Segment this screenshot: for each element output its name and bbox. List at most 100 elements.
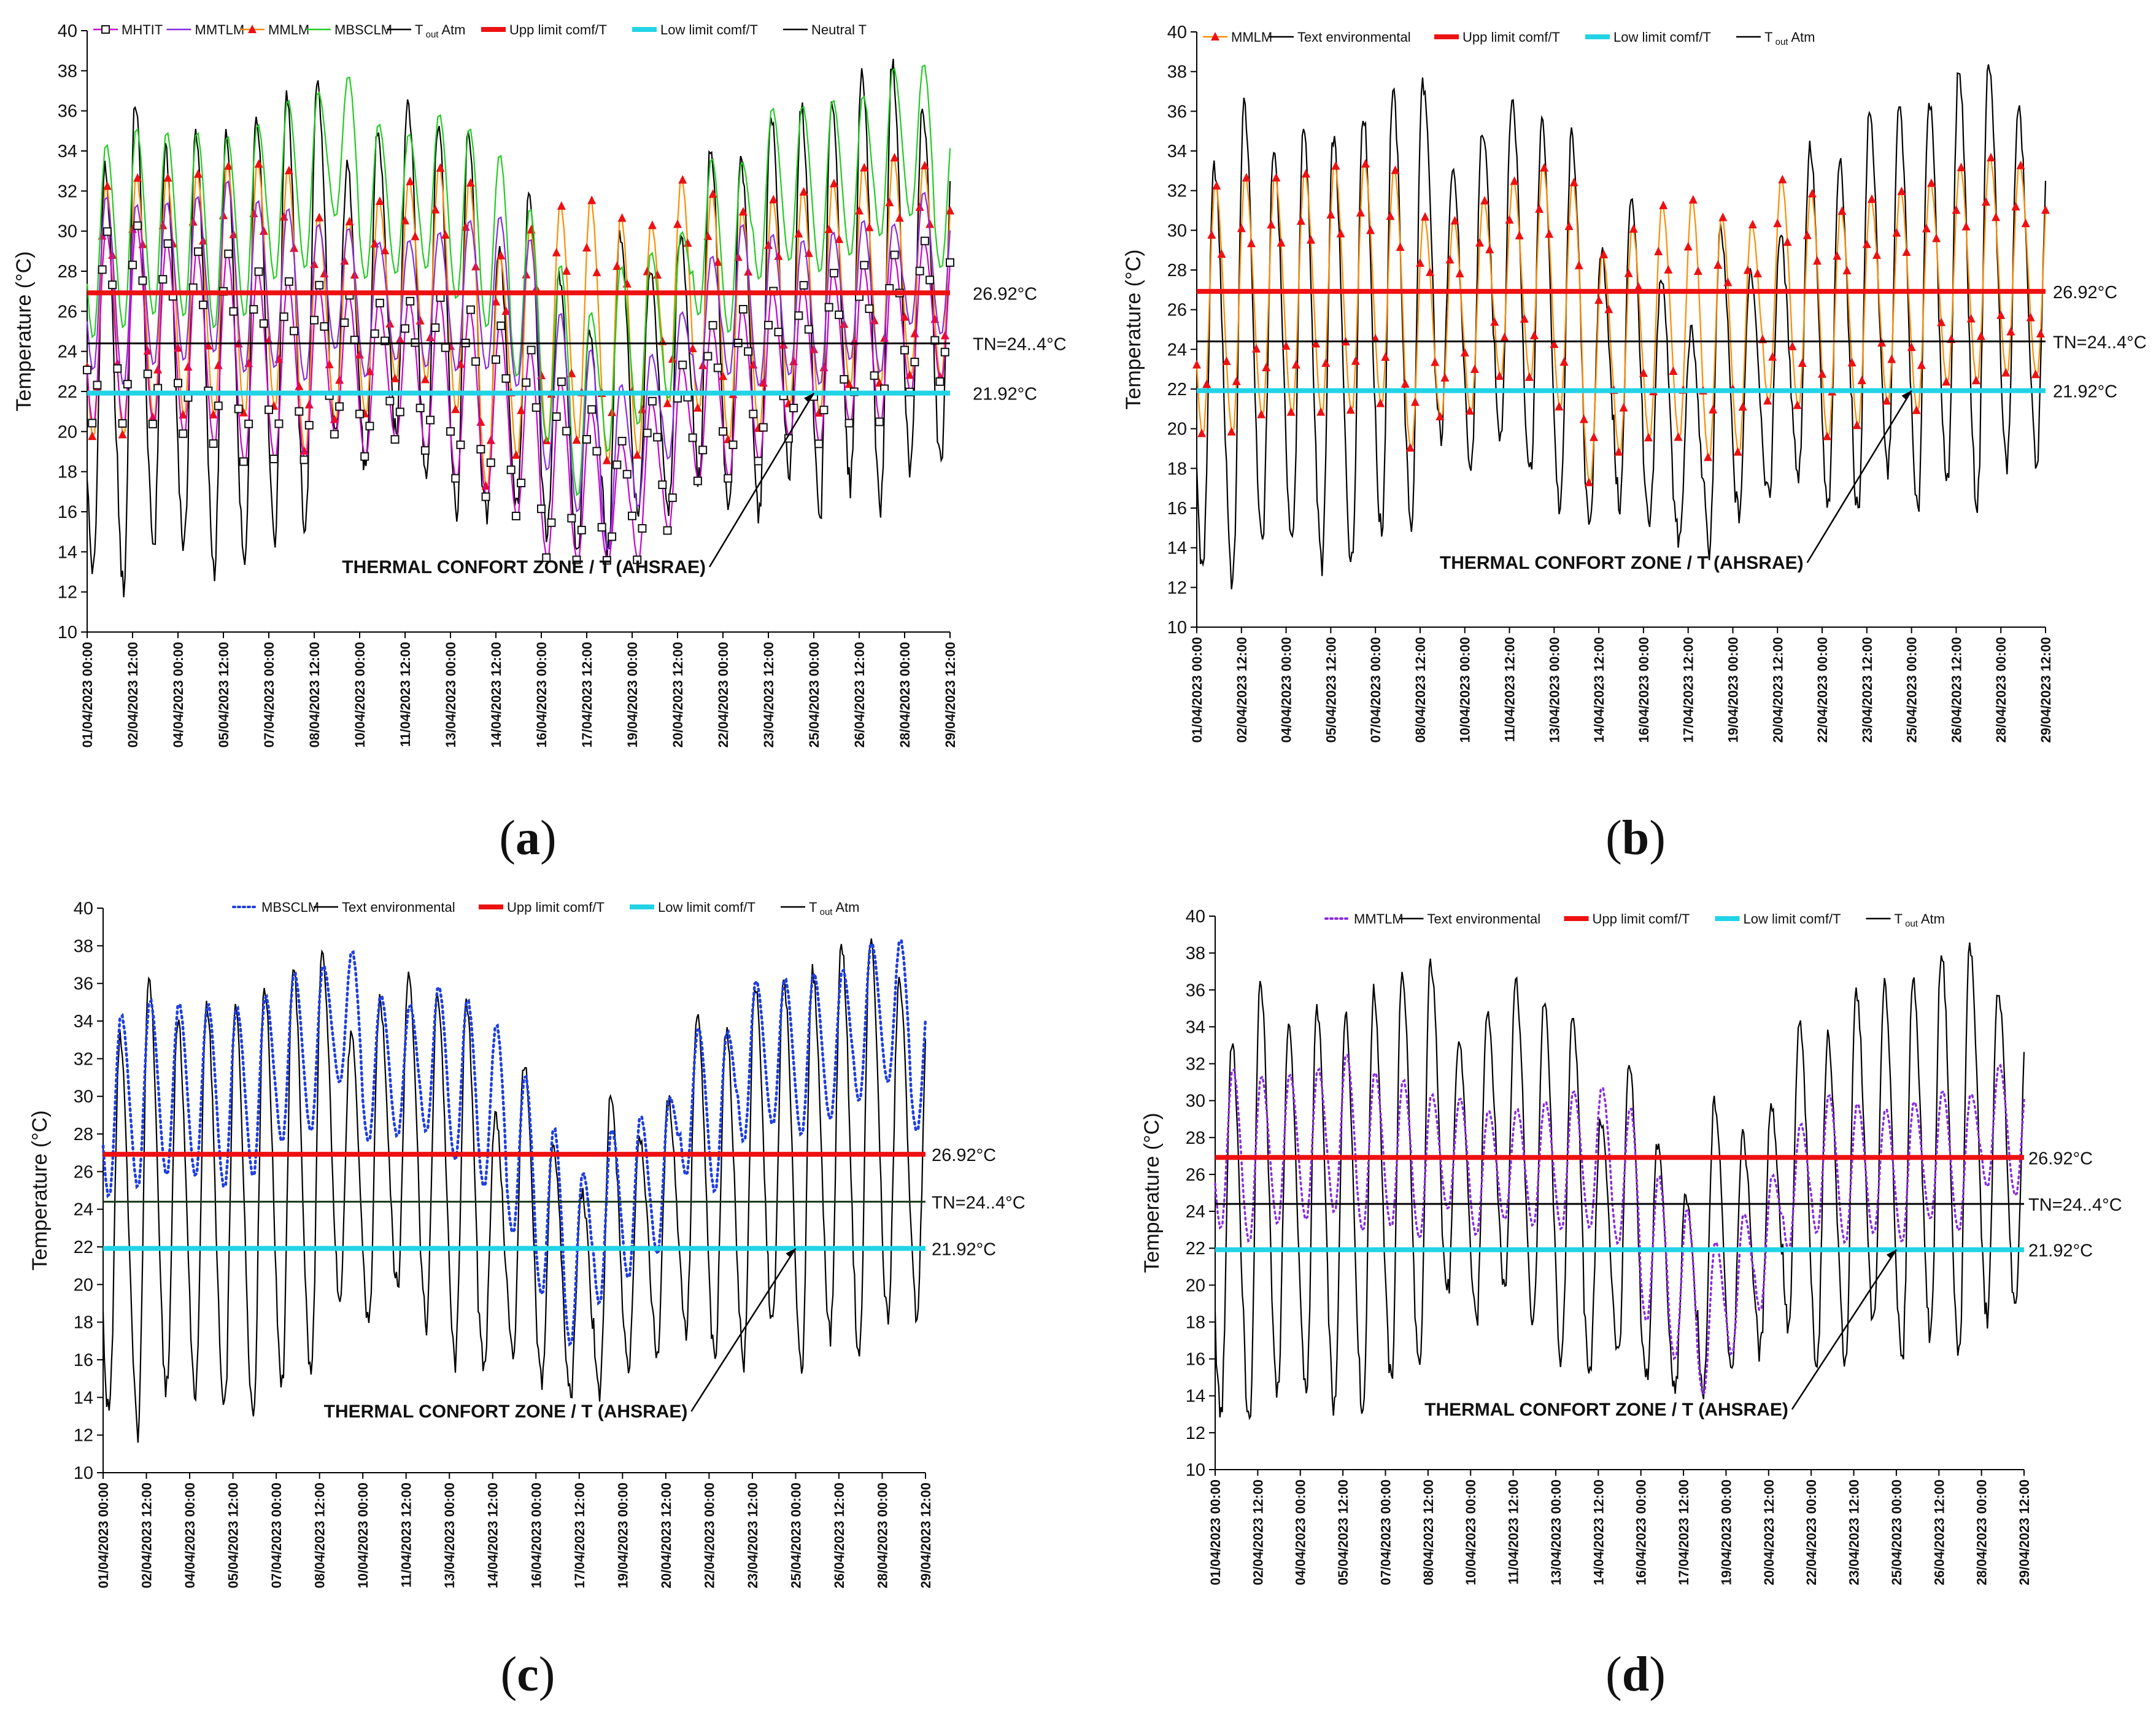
marker-triangle bbox=[1614, 447, 1623, 456]
marker-triangle bbox=[486, 435, 495, 444]
series-mbsclm bbox=[86, 64, 951, 496]
marker-triangle bbox=[1296, 216, 1305, 225]
marker-triangle bbox=[794, 229, 803, 238]
marker-triangle bbox=[1669, 366, 1678, 376]
panel-label-b: (b) bbox=[1605, 811, 1666, 865]
marker-square bbox=[522, 378, 531, 387]
annotation-arrow bbox=[708, 392, 815, 568]
reference-label-lower-limit: 21.92°C bbox=[2028, 1241, 2093, 1261]
marker-triangle bbox=[1837, 206, 1847, 215]
y-tick-label: 24 bbox=[1186, 1202, 1205, 1222]
marker-triangle bbox=[1366, 225, 1375, 234]
reference-label-neutral: TN=24..4°C bbox=[932, 1193, 1026, 1213]
marker-square bbox=[759, 423, 768, 432]
marker-square bbox=[370, 329, 379, 338]
marker-triangle bbox=[1524, 372, 1534, 381]
marker-square bbox=[572, 555, 581, 565]
marker-square bbox=[335, 402, 344, 411]
x-tick-label: 23/04/2023 12:00 bbox=[745, 1483, 760, 1589]
x-tick-label: 16/04/2023 00:00 bbox=[1636, 637, 1652, 743]
marker-triangle bbox=[946, 206, 954, 215]
marker-triangle bbox=[1892, 228, 1901, 237]
marker-square bbox=[920, 236, 929, 245]
marker-square bbox=[401, 324, 409, 333]
legend-label: MHTIT bbox=[122, 22, 163, 37]
marker-triangle bbox=[1490, 317, 1499, 326]
marker-square bbox=[441, 343, 450, 352]
y-tick-label: 28 bbox=[1167, 261, 1187, 280]
y-tick-label: 22 bbox=[74, 1238, 93, 1257]
marker-square bbox=[501, 374, 511, 383]
legend-item: MMLM bbox=[240, 22, 309, 37]
y-axis-title: Temperature (°C) bbox=[12, 251, 36, 411]
legend-label: Upp limit comf/T bbox=[1462, 29, 1560, 45]
marker-triangle bbox=[381, 245, 390, 255]
marker-triangle bbox=[925, 219, 935, 228]
marker-triangle bbox=[2011, 201, 2020, 210]
marker-triangle bbox=[592, 268, 601, 277]
marker-square bbox=[174, 379, 182, 388]
annotation-arrow bbox=[1791, 1249, 1897, 1410]
marker-square bbox=[698, 445, 708, 455]
legend-label: Upp limit comf/T bbox=[509, 22, 607, 37]
marker-triangle bbox=[1455, 268, 1464, 277]
marker-triangle bbox=[1559, 357, 1569, 366]
marker-square bbox=[360, 452, 369, 461]
reference-label-neutral: TN=24..4°C bbox=[973, 335, 1067, 355]
marker-triangle bbox=[1212, 180, 1221, 190]
marker-square bbox=[456, 440, 465, 449]
marker-triangle bbox=[239, 407, 248, 417]
marker-square bbox=[254, 267, 263, 276]
x-tick-label: 23/04/2023 12:00 bbox=[1860, 637, 1875, 743]
marker-triangle bbox=[2021, 218, 2030, 228]
marker-triangle bbox=[1688, 195, 1698, 204]
marker-triangle bbox=[133, 173, 142, 182]
marker-triangle bbox=[1371, 333, 1380, 342]
legend-label: Low limit comf/T bbox=[660, 22, 758, 37]
marker-square bbox=[295, 407, 304, 416]
x-tick-label: 01/04/2023 00:00 bbox=[80, 642, 95, 748]
marker-square bbox=[299, 455, 309, 465]
marker-triangle bbox=[1445, 255, 1455, 264]
legend-label: MMLM bbox=[268, 22, 309, 37]
marker-square bbox=[643, 428, 652, 438]
marker-triangle bbox=[1262, 362, 1271, 371]
x-tick-label: 10/04/2023 00:00 bbox=[1463, 1479, 1478, 1586]
marker-square bbox=[567, 514, 576, 523]
marker-triangle bbox=[562, 266, 571, 275]
marker-triangle bbox=[1405, 443, 1415, 452]
y-tick-label: 32 bbox=[1167, 182, 1187, 201]
x-tick-label: 17/04/2023 12:00 bbox=[1681, 637, 1696, 743]
marker-triangle bbox=[1714, 260, 1723, 269]
marker-square bbox=[870, 371, 879, 380]
marker-triangle bbox=[612, 261, 622, 271]
marker-square bbox=[789, 403, 798, 412]
marker-triangle bbox=[713, 257, 722, 266]
marker-square bbox=[638, 524, 647, 533]
marker-triangle bbox=[1902, 247, 1911, 256]
marker-square bbox=[239, 457, 248, 466]
legend-label: Neutral T bbox=[811, 22, 867, 37]
marker-square bbox=[310, 315, 319, 325]
marker-triangle bbox=[673, 219, 682, 228]
marker-triangle bbox=[1391, 165, 1400, 174]
legend-label-main: T bbox=[415, 22, 423, 37]
marker-square bbox=[890, 250, 899, 260]
marker-triangle bbox=[663, 398, 672, 407]
marker-triangle bbox=[1222, 356, 1231, 365]
marker-triangle bbox=[1376, 398, 1385, 407]
marker-square bbox=[612, 460, 622, 469]
marker-square bbox=[415, 403, 425, 412]
series-mmlm bbox=[86, 156, 951, 488]
marker-square bbox=[547, 518, 556, 527]
legend-item: Neutral T bbox=[783, 22, 867, 37]
marker-square bbox=[668, 493, 677, 503]
y-tick-label: 36 bbox=[1186, 981, 1205, 1000]
y-tick-label: 12 bbox=[1186, 1424, 1205, 1443]
marker-triangle bbox=[1987, 152, 1996, 161]
marker-triangle bbox=[1336, 228, 1345, 237]
legend-item: MMLM bbox=[1203, 29, 1272, 45]
marker-triangle bbox=[587, 195, 597, 204]
panel-label-d: (d) bbox=[1605, 1648, 1666, 1702]
